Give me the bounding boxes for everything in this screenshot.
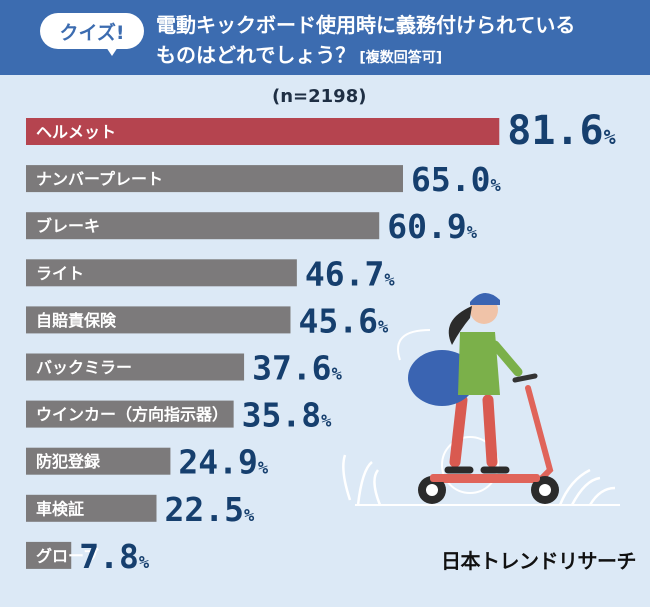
sample-size: (n=2198) [272, 86, 367, 107]
value-label-2: 60.9% [387, 207, 477, 246]
bar-label-8: 車検証 [36, 499, 84, 518]
bar-5 [26, 353, 245, 381]
bar-1 [26, 165, 403, 193]
value-unit-9: % [139, 553, 150, 573]
bar-label-0: ヘルメット [36, 123, 116, 142]
value-label-0: 81.6% [507, 108, 615, 154]
header: クイズ! 電動キックボード使用時に義務付けられている ものはどれでしょう？ [複数… [0, 0, 650, 75]
question-line-2: ものはどれでしょう？ [複数回答可] [156, 39, 442, 68]
bar-8 [26, 494, 157, 522]
value-unit-6: % [321, 412, 332, 432]
bar-label-3: ライト [36, 264, 84, 283]
quiz-badge-tail [104, 44, 120, 56]
bar-6 [26, 400, 234, 428]
bar-label-1: ナンバープレート [36, 170, 163, 189]
bar-label-6: ウインカー（方向指示器） [36, 405, 228, 424]
value-label-7: 24.9% [178, 443, 268, 482]
bar-7 [26, 447, 171, 475]
value-unit-1: % [490, 176, 501, 196]
value-label-5: 37.6% [252, 349, 342, 388]
bar-9 [26, 541, 72, 569]
bar-label-5: バックミラー [36, 358, 132, 377]
bar-3 [26, 259, 297, 287]
value-unit-7: % [258, 459, 269, 479]
bar-0 [26, 118, 500, 145]
question-line-2-text: ものはどれでしょう？ [156, 43, 356, 67]
value-label-9: 7.8% [79, 537, 150, 576]
bar-4 [26, 306, 291, 334]
bar-label-4: 自賠責保険 [36, 311, 117, 330]
value-unit-8: % [244, 506, 255, 526]
value-unit-4: % [378, 317, 389, 337]
bars-layer: ヘルメット 81.6% ナンバープレート 65.0% ブレーキ 60.9% ライト 46.7%… [26, 108, 616, 576]
value-unit-3: % [384, 270, 395, 290]
value-unit-0: % [604, 125, 616, 149]
bar-2 [26, 212, 380, 240]
value-label-1: 65.0% [411, 160, 501, 199]
multi-answer-note: [複数回答可] [359, 50, 443, 66]
bar-label-2: ブレーキ [36, 217, 100, 236]
value-unit-5: % [332, 365, 343, 385]
value-label-4: 45.6% [298, 301, 388, 340]
bar-label-7: 防犯登録 [36, 452, 101, 471]
brand-logo: 日本トレンドリサーチ [441, 549, 637, 573]
question-line-1: 電動キックボード使用時に義務付けられている [156, 13, 576, 37]
value-label-3: 46.7% [305, 254, 395, 293]
quiz-badge: クイズ! [40, 13, 144, 49]
value-label-6: 35.8% [242, 396, 332, 435]
scooter-rider-illustration [342, 292, 620, 506]
bar-label-9: グローブ [36, 546, 99, 565]
value-label-8: 22.5% [165, 490, 255, 529]
value-unit-2: % [467, 223, 478, 243]
